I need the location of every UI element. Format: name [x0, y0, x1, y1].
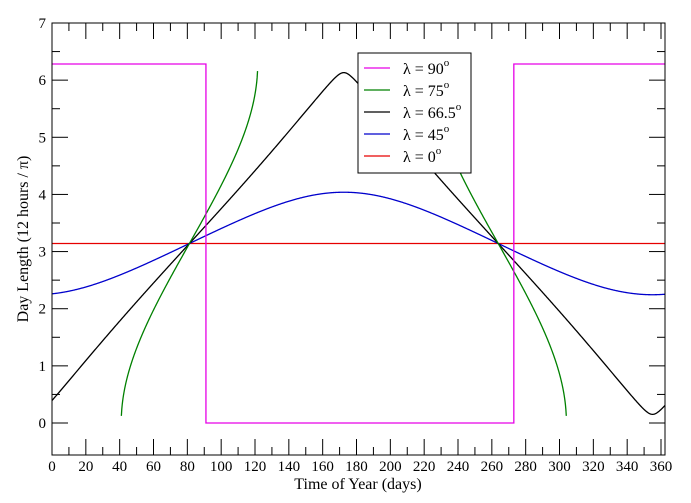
x-tick-label: 120 — [244, 459, 267, 475]
x-tick-label: 80 — [180, 459, 195, 475]
series-line-lat-90 — [52, 63, 665, 424]
x-tick-label: 140 — [278, 459, 301, 475]
y-tick-label: 2 — [39, 302, 47, 318]
y-tick-label: 0 — [39, 416, 47, 432]
legend-item: λ = 0o — [364, 145, 442, 166]
x-tick-label: 220 — [413, 459, 436, 475]
x-tick-label: 320 — [582, 459, 605, 475]
y-axis: 0 1 2 3 4 5 6 7 — [39, 16, 665, 432]
x-tick-label: 160 — [311, 459, 334, 475]
x-tick-label: 40 — [112, 459, 127, 475]
x-tick-label: 340 — [616, 459, 639, 475]
series-line-lat-45 — [52, 191, 665, 296]
y-axis-label: Day Length (12 hours / π) — [15, 156, 32, 323]
x-tick-label: 360 — [650, 459, 673, 475]
legend-item: λ = 66.5o — [364, 101, 462, 122]
x-tick-label: 260 — [481, 459, 504, 475]
x-tick-label: 280 — [514, 459, 537, 475]
legend-item: λ = 75o — [364, 79, 450, 100]
legend-label: λ = 0o — [403, 145, 442, 166]
x-tick-label: 100 — [210, 459, 233, 475]
legend-label: λ = 45o — [403, 123, 450, 144]
x-tick-label: 300 — [548, 459, 571, 475]
y-tick-label: 3 — [39, 245, 47, 261]
legend-label: λ = 66.5o — [403, 101, 462, 122]
x-tick-label: 20 — [78, 459, 93, 475]
x-axis: 0 20 40 60 80 100 120 140 160 180 200 220 240 260 280 3… — [48, 23, 672, 475]
y-tick-label: 1 — [39, 359, 47, 375]
x-tick-label: 200 — [379, 459, 402, 475]
y-tick-label: 4 — [39, 187, 47, 203]
x-tick-label: 240 — [447, 459, 470, 475]
legend-box — [357, 52, 472, 174]
x-axis-label: Time of Year (days) — [294, 476, 421, 493]
x-tick-label: 60 — [146, 459, 161, 475]
legend-label: λ = 75o — [403, 79, 450, 100]
y-tick-label: 5 — [39, 130, 47, 146]
x-tick-label: 0 — [48, 459, 56, 475]
legend-item: λ = 45o — [364, 123, 450, 144]
y-tick-label: 6 — [39, 73, 47, 89]
plot-frame — [51, 22, 666, 456]
legend-item: λ = 90o — [364, 57, 450, 78]
x-tick-label: 180 — [345, 459, 368, 475]
y-tick-label: 7 — [39, 16, 47, 32]
legend-label: λ = 90o — [403, 57, 450, 78]
